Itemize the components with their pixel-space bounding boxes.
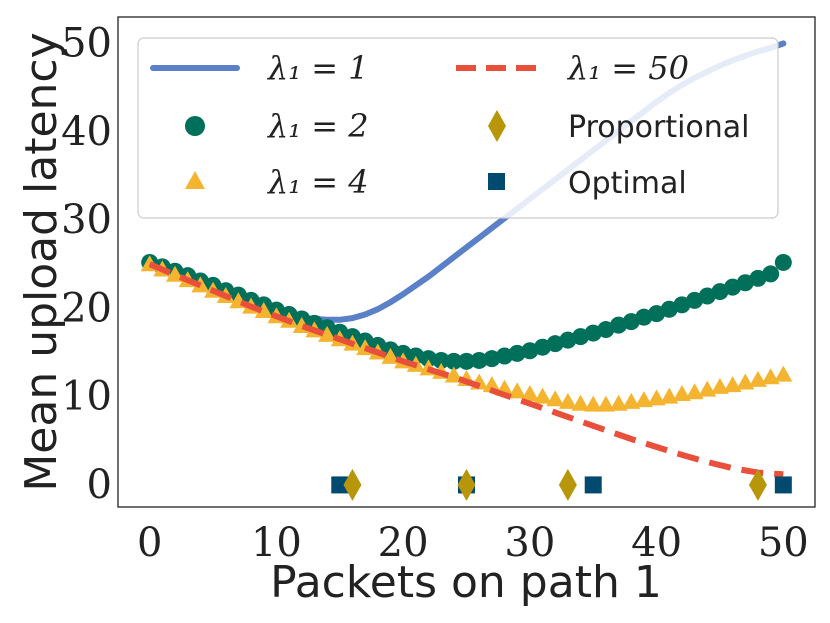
data-point-lambda4 [571,394,590,411]
data-point-lambda2 [483,350,501,368]
legend-label-lambda1: λ₁ = 1 [266,49,369,87]
proportional-marker [748,468,767,501]
y-tick-label: 30 [61,197,112,243]
legend-swatch-optimal [488,173,505,190]
data-point-lambda4 [723,376,742,393]
data-point-lambda2 [458,352,475,370]
data-point-lambda2 [470,351,488,369]
x-tick-label: 50 [758,520,809,566]
optimal-marker [774,476,792,494]
data-point-lambda4 [774,365,793,382]
axes-frame [117,16,816,508]
legend-label-optimal: Optimal [568,166,687,201]
x-tick-label: 30 [504,520,555,566]
legend-label-lambda4: λ₁ = 4 [266,163,369,201]
data-point-lambda4 [444,366,463,383]
legend-item-lambda50: λ₁ = 50 [456,49,689,87]
data-point-lambda2 [496,347,514,365]
data-point-lambda4 [710,377,729,394]
legend-label-proportional: Proportional [568,110,750,145]
data-point-lambda4 [685,383,704,400]
x-tick-label: 10 [251,520,302,566]
data-point-lambda2 [762,265,780,283]
legend-item-lambda2: λ₁ = 2 [185,107,369,145]
data-point-lambda4 [609,394,628,411]
legend-item-optimal: Optimal [488,166,687,201]
x-axis-ticks: 0 10 20 30 40 50 [137,520,809,566]
data-point-lambda4 [596,395,615,412]
data-point-lambda4 [381,347,400,364]
optimal-marker [584,476,602,494]
legend-box [137,37,779,219]
legend-label-lambda2: λ₁ = 2 [266,107,369,145]
data-point-lambda4 [508,382,527,399]
series-endpoint-lambda1 [780,40,787,47]
y-tick-label: 20 [61,285,112,331]
y-tick-label: 10 [61,374,112,420]
plot-area [117,16,816,508]
data-point-lambda2 [432,351,450,369]
optimal-marker [331,476,349,494]
y-tick-label: 50 [61,20,112,66]
data-point-lambda4 [584,395,603,412]
data-point-lambda2 [774,253,792,271]
proportional-marker [343,468,362,501]
data-point-lambda4 [647,389,666,406]
data-point-lambda4 [254,302,273,318]
data-point-lambda4 [482,376,501,393]
data-point-lambda2 [508,344,526,362]
data-point-lambda4 [761,368,780,385]
y-axis-ticks: 0 10 20 30 40 50 [61,20,112,507]
y-tick-label: 0 [87,462,112,508]
proportional-marker [457,468,476,501]
x-tick-label: 0 [137,520,162,566]
x-tick-label: 20 [378,520,429,566]
legend-item-lambda1: λ₁ = 1 [150,49,369,87]
data-point-lambda4 [558,392,577,409]
proportional-marker [558,468,577,501]
legend-label-lambda50: λ₁ = 50 [566,49,689,87]
data-point-lambda2 [445,352,463,370]
data-point-lambda4 [533,387,552,404]
data-point-lambda4 [672,384,691,401]
data-point-lambda4 [622,392,641,409]
data-point-lambda4 [736,373,755,390]
legend-item-proportional: Proportional [488,110,750,145]
data-point-lambda4 [634,391,653,408]
data-point-lambda4 [166,265,185,282]
data-point-lambda4 [698,380,717,397]
data-point-lambda4 [546,390,565,407]
x-tick-label: 40 [631,520,682,566]
series-line-lambda50 [148,261,784,478]
data-point-lambda4 [748,370,767,387]
legend-swatch-lambda4 [185,171,205,189]
data-point-lambda2 [419,350,437,368]
legend-swatch-proportional [488,110,506,142]
x-axis-title: Packets on path 1 [270,557,662,608]
y-tick-label: 40 [61,109,112,155]
legend-item-lambda4: λ₁ = 4 [185,163,369,201]
y-axis-title: Mean upload latency [16,32,67,491]
marker-layer [331,468,792,501]
legend: λ₁ = 1 λ₁ = 50 λ₁ = 2 Proportional λ₁ = … [137,37,779,219]
data-point-lambda4 [318,325,337,342]
data-point-lambda4 [660,387,679,404]
data-point-lambda4 [520,384,539,401]
legend-swatch-lambda2 [185,116,205,136]
